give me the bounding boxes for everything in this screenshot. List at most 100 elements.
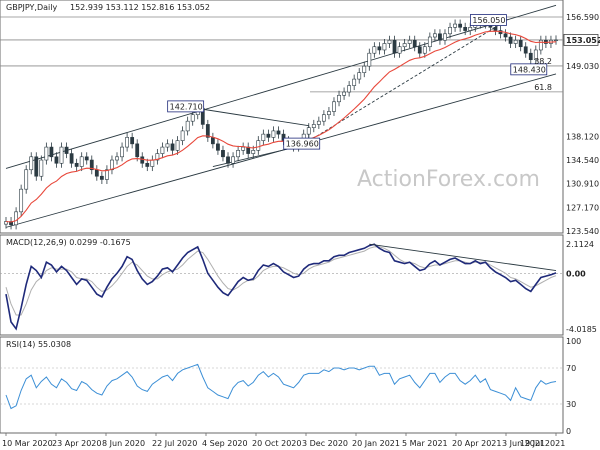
price-tick-label: 156.590 xyxy=(566,13,599,22)
x-tick-label: 5 Mar 2021 xyxy=(402,439,448,448)
price-layer: 156.050 148.430 142.710 136.960 38.2 61.8 xyxy=(0,4,563,230)
candle-body xyxy=(327,111,331,116)
macd-signal-line xyxy=(5,246,557,316)
candle-body xyxy=(231,156,235,164)
candle-body xyxy=(125,137,130,148)
candle-body xyxy=(372,46,377,54)
candle-body xyxy=(190,114,195,122)
rsi-tick-label: 70 xyxy=(566,364,576,373)
candle-body xyxy=(271,130,276,138)
candle-body xyxy=(64,146,69,154)
macd-title: MACD(12,26,9) 0.0299 -0.1675 xyxy=(6,238,131,247)
chart-symbol: GBPJPY,Daily xyxy=(6,3,57,12)
candle-body xyxy=(54,156,59,164)
annotation-label: 136.960 xyxy=(286,140,319,149)
candle-body xyxy=(256,140,261,151)
candle-body xyxy=(14,211,18,226)
fib-label: 38.2 xyxy=(534,57,552,66)
rsi-line xyxy=(5,363,557,410)
candle-body xyxy=(69,153,74,164)
candle-body xyxy=(412,39,417,48)
fib-label: 61.8 xyxy=(534,83,552,92)
channel-upper-line xyxy=(5,4,557,169)
candle-body xyxy=(397,46,402,54)
candle-body xyxy=(19,188,24,213)
annotation-box xyxy=(470,14,507,26)
candle-body xyxy=(528,52,533,60)
x-tick-label: 3 Dec 2020 xyxy=(302,439,348,448)
candle-body xyxy=(74,162,79,167)
rsi-tick-label: 100 xyxy=(566,337,581,346)
candle-body xyxy=(438,33,442,41)
candle-body xyxy=(332,101,336,112)
watermark: ActionForex.com xyxy=(357,167,540,192)
x-tick-label: 23 Apr 2020 xyxy=(52,439,101,448)
candle-body xyxy=(251,150,256,154)
candle-body xyxy=(493,27,498,31)
candle-body xyxy=(210,137,215,145)
x-tick-label: 4 Sep 2020 xyxy=(202,439,248,448)
annotation-box xyxy=(510,63,548,76)
rsi-tick-label: 0 xyxy=(566,427,571,436)
candle-body xyxy=(84,156,89,161)
candle-body xyxy=(523,46,528,54)
candle-body xyxy=(79,156,84,167)
candle-body xyxy=(24,169,29,190)
candle-body xyxy=(140,156,145,164)
macd-line xyxy=(5,243,557,331)
macd-tick-label: 2.1124 xyxy=(566,240,594,249)
price-tick-label: 149.030 xyxy=(566,62,599,71)
macd-tick-label: 0.00 xyxy=(566,269,586,278)
x-tick-label: 3 Jun 2021 xyxy=(502,439,545,448)
candle-body xyxy=(115,156,119,161)
rsi-layer xyxy=(0,363,563,410)
x-tick-label: 20 Oct 2020 xyxy=(252,439,301,448)
candle-body xyxy=(105,169,109,180)
candle-body xyxy=(226,156,230,164)
candle-body xyxy=(316,120,321,125)
annotation-label: 142.710 xyxy=(170,102,203,111)
candle-body xyxy=(150,159,155,167)
candle-body xyxy=(221,150,225,158)
price-tick-label: 123.540 xyxy=(566,227,599,236)
macd-tick-label: -4.0185 xyxy=(566,325,597,334)
candle-body xyxy=(347,85,352,93)
macd-trend-line xyxy=(369,243,557,271)
candle-body xyxy=(261,133,266,141)
x-tick-label: 20 Jan 2021 xyxy=(352,439,400,448)
candle-body xyxy=(276,130,281,135)
candle-body xyxy=(120,146,124,158)
candle-body xyxy=(241,146,246,151)
annotation-label: 148.430 xyxy=(513,65,546,74)
candle-body xyxy=(49,146,54,158)
candle-body xyxy=(311,124,316,128)
x-tick-label: 19 Jul 2021 xyxy=(520,439,565,448)
candle-body xyxy=(432,33,437,38)
triangle-upper-line xyxy=(187,106,309,127)
candle-body xyxy=(145,162,150,167)
rsi-tick-label: 30 xyxy=(566,400,576,409)
candle-body xyxy=(205,124,210,138)
candle-body xyxy=(44,146,49,161)
candle-body xyxy=(392,39,397,54)
candle-body xyxy=(362,65,367,73)
candle-body xyxy=(165,143,170,148)
price-tick-label: 153.052 xyxy=(566,36,600,45)
dashed-trend-line xyxy=(303,23,501,145)
candle-body xyxy=(448,27,452,35)
candle-body xyxy=(130,137,135,145)
rsi-title: RSI(14) 55.0308 xyxy=(6,340,71,349)
candle-body xyxy=(170,143,175,151)
annotation-box xyxy=(167,100,205,113)
candle-body xyxy=(34,156,39,177)
x-tick-label: 8 Jun 2020 xyxy=(102,439,145,448)
candle-body xyxy=(357,72,362,80)
candle-body xyxy=(180,130,185,141)
candle-body xyxy=(175,140,180,151)
price-tick-label: 127.170 xyxy=(566,203,599,212)
annotation-label: 156.050 xyxy=(472,16,505,25)
candle-body xyxy=(135,143,140,158)
x-tick-label: 20 Apr 2021 xyxy=(452,439,501,448)
candle-body xyxy=(513,39,518,44)
